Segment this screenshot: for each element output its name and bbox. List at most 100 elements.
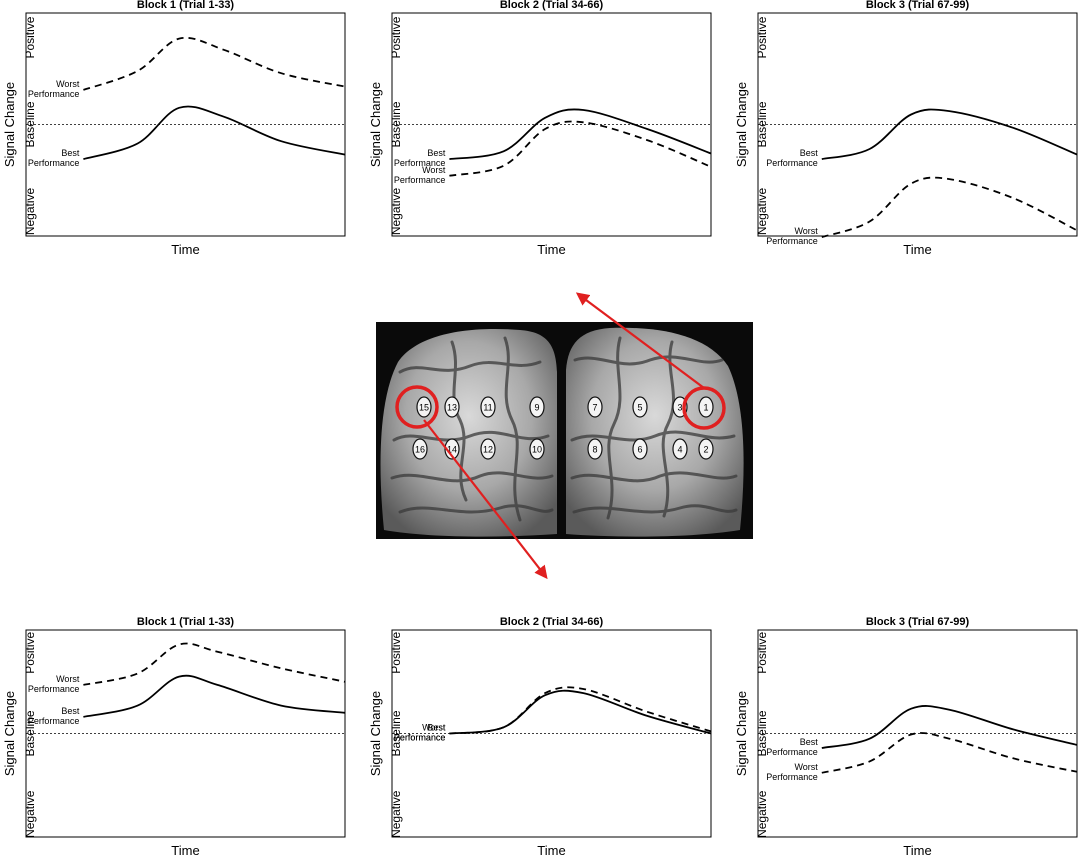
y-tick-label: Positive bbox=[23, 16, 37, 58]
electrode-contact bbox=[587, 438, 603, 460]
electrode-contact bbox=[632, 396, 648, 418]
electrode-contact bbox=[444, 438, 460, 460]
electrode-label: 10 bbox=[532, 445, 542, 455]
brain-gyri bbox=[390, 336, 738, 522]
electrode-label: 11 bbox=[483, 403, 492, 413]
series-label: Best Performance bbox=[28, 148, 80, 168]
series-line-worst-performance bbox=[821, 732, 1078, 774]
electrode-label: 13 bbox=[447, 403, 457, 413]
electrode-label: 1 bbox=[703, 403, 708, 413]
electrode-6: 6 bbox=[632, 438, 648, 460]
y-tick-label: Positive bbox=[755, 631, 769, 673]
electrode-contact bbox=[480, 438, 496, 460]
series-label: Worst Performance bbox=[766, 762, 818, 782]
y-axis-label: Signal Change bbox=[734, 82, 749, 167]
electrode-label: 2 bbox=[703, 445, 708, 455]
series-line-best-performance bbox=[821, 705, 1078, 749]
electrode-contact bbox=[480, 396, 496, 418]
series-line-best-performance bbox=[83, 674, 346, 718]
y-tick-label: Positive bbox=[23, 631, 37, 673]
arrow-to-bottom-row bbox=[423, 419, 548, 580]
series-label: Best Performance bbox=[28, 706, 80, 726]
series-label: Worst Performance bbox=[28, 674, 80, 694]
chart-panel-4: Block 1 (Trial 1-33) Time Signal Change Pos… bbox=[2, 616, 346, 858]
brain-sulcus bbox=[570, 471, 738, 483]
brain-sulcus bbox=[572, 504, 738, 514]
chart-title: Block 3 (Trial 67-99) bbox=[866, 0, 970, 11]
brain-sulcus bbox=[573, 355, 724, 366]
y-tick-label: Negative bbox=[23, 187, 37, 235]
electrode-12: 12 bbox=[480, 438, 496, 460]
y-tick-label: Positive bbox=[389, 631, 403, 673]
series-line-best-performance bbox=[821, 108, 1078, 160]
y-axis-label: Signal Change bbox=[2, 82, 17, 167]
electrode-label: 8 bbox=[592, 445, 597, 455]
electrode-4: 4 bbox=[672, 438, 688, 460]
electrode-2: 2 bbox=[698, 438, 714, 460]
electrode-9: 9 bbox=[529, 396, 545, 418]
series-line-worst-performance bbox=[83, 36, 346, 91]
electrode-15: 15 bbox=[416, 396, 432, 418]
electrode-contact bbox=[672, 438, 688, 460]
electrode-label: 14 bbox=[447, 445, 457, 455]
chart-panel-2: Block 2 (Trial 34-66) Time Signal Change Po… bbox=[368, 0, 712, 257]
series-label: Worst Performance bbox=[394, 165, 446, 185]
chart-panel-3: Block 3 (Trial 67-99) Time Signal Change Po… bbox=[734, 0, 1078, 257]
chart-panel-6: Block 3 (Trial 67-99) Time Signal Change Po… bbox=[734, 616, 1078, 858]
y-axis-label: Signal Change bbox=[734, 691, 749, 776]
y-tick-label: Positive bbox=[755, 16, 769, 58]
brain-sulcus bbox=[661, 340, 676, 518]
brain-sulcus bbox=[392, 430, 550, 442]
brain-image: 15 13 11 9 7 5 3 1 16 14 12 10 8 6 4 2 bbox=[376, 322, 753, 539]
x-axis-label: Time bbox=[903, 242, 931, 257]
chart-title: Block 1 (Trial 1-33) bbox=[137, 0, 235, 11]
series-line-best-performance bbox=[449, 689, 712, 735]
electrode-14: 14 bbox=[444, 438, 460, 460]
chart-title: Block 3 (Trial 67-99) bbox=[866, 616, 970, 628]
electrode-contact bbox=[632, 438, 648, 460]
series-label: Worst Performance bbox=[394, 723, 446, 743]
electrode-contact bbox=[412, 438, 428, 460]
series-label: Best Performance bbox=[394, 723, 446, 743]
electrode-label: 4 bbox=[677, 445, 682, 455]
x-axis-label: Time bbox=[171, 242, 199, 257]
brain-sulcus bbox=[450, 340, 468, 502]
brain-sulcus bbox=[503, 336, 522, 522]
y-tick-label: Negative bbox=[389, 187, 403, 235]
series-line-worst-performance bbox=[449, 120, 712, 177]
arrow-to-top-row bbox=[575, 292, 705, 389]
electrode-label: 16 bbox=[415, 445, 425, 455]
series-line-worst-performance bbox=[83, 642, 346, 686]
electrode-11: 11 bbox=[480, 396, 496, 418]
electrode-contact bbox=[529, 438, 545, 460]
y-axis-label: Signal Change bbox=[368, 82, 383, 167]
electrode-label: 7 bbox=[592, 403, 597, 413]
electrode-label: 5 bbox=[637, 403, 642, 413]
brain-sulcus bbox=[606, 336, 622, 520]
y-tick-label: Positive bbox=[389, 16, 403, 58]
electrode-5: 5 bbox=[632, 396, 648, 418]
plot-frame bbox=[25, 12, 346, 237]
x-axis-label: Time bbox=[171, 843, 199, 858]
electrode-8: 8 bbox=[587, 438, 603, 460]
plot-frame bbox=[757, 12, 1078, 237]
series-line-best-performance bbox=[449, 108, 712, 160]
x-axis-label: Time bbox=[537, 843, 565, 858]
highlight-circle-electrode-15 bbox=[395, 385, 439, 429]
series-label: Best Performance bbox=[394, 148, 446, 168]
electrode-contact bbox=[529, 396, 545, 418]
series-label: Worst Performance bbox=[766, 226, 818, 246]
brain-left-hemisphere bbox=[380, 328, 557, 537]
electrode-contact bbox=[698, 396, 714, 418]
chart-panel-1: Block 1 (Trial 1-33) Time Signal Change Pos… bbox=[2, 0, 346, 257]
series-label: Best Performance bbox=[766, 737, 818, 757]
chart-title: Block 1 (Trial 1-33) bbox=[137, 616, 235, 628]
electrode-label: 3 bbox=[677, 403, 682, 413]
y-axis-label: Signal Change bbox=[2, 691, 17, 776]
chart-title: Block 2 (Trial 34-66) bbox=[500, 616, 604, 628]
electrode-label: 15 bbox=[419, 403, 429, 413]
electrode-contact bbox=[698, 438, 714, 460]
series-label: Best Performance bbox=[766, 148, 818, 168]
series-line-best-performance bbox=[83, 105, 346, 160]
